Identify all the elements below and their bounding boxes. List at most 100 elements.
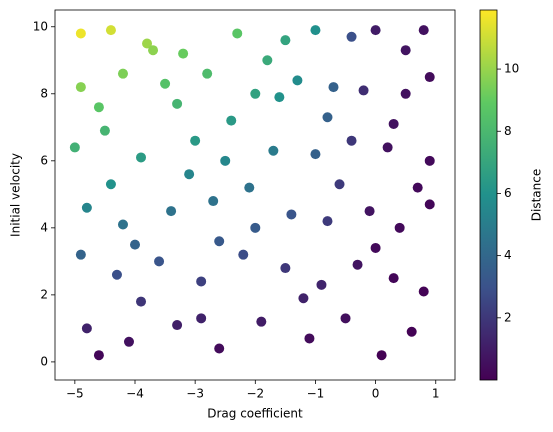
colorbar-tick-label: 6 [504, 186, 512, 200]
point [75, 249, 86, 260]
point [178, 48, 189, 59]
point [262, 55, 273, 66]
colorbar-tick-label: 10 [504, 62, 519, 76]
point [394, 222, 405, 233]
point [238, 249, 249, 260]
plot-frame [54, 9, 456, 381]
point [75, 82, 86, 93]
point [358, 85, 369, 96]
point [220, 155, 231, 166]
colorbar-tick-label: 8 [504, 124, 512, 138]
point [154, 256, 165, 267]
point [196, 313, 207, 324]
x-tick-label: −2 [246, 387, 264, 401]
point [166, 206, 177, 217]
point [316, 279, 327, 290]
point [328, 82, 339, 93]
point [322, 112, 333, 123]
point [172, 320, 183, 331]
point [418, 25, 429, 36]
point [346, 31, 357, 42]
point [136, 152, 147, 163]
point [304, 333, 315, 344]
point [334, 179, 345, 190]
point [268, 145, 279, 156]
point [292, 75, 303, 86]
point [160, 78, 171, 89]
point [280, 263, 291, 274]
point [424, 72, 435, 83]
y-tick-label: 6 [40, 153, 48, 167]
point [105, 25, 116, 36]
x-tick-label: 1 [432, 387, 440, 401]
point [232, 28, 243, 39]
point [352, 259, 363, 270]
point [130, 239, 140, 250]
point [424, 155, 435, 166]
x-axis-label: Drag coefficient [207, 407, 303, 421]
y-tick-label: 4 [40, 220, 48, 234]
point [244, 182, 255, 193]
point [81, 323, 92, 334]
point [376, 350, 387, 361]
colorbar-label: Distance [530, 169, 544, 221]
x-tick-label: −3 [186, 387, 204, 401]
point [117, 68, 128, 79]
point [280, 35, 291, 46]
point [69, 142, 80, 153]
y-tick-label: 8 [40, 86, 48, 100]
point [93, 350, 104, 361]
colorbar-tick-label: 2 [504, 310, 512, 324]
point [400, 88, 411, 99]
point [370, 242, 381, 253]
point [93, 102, 104, 113]
point [412, 182, 423, 193]
point [142, 38, 153, 49]
point [346, 135, 357, 146]
point [286, 209, 297, 220]
x-tick-label: −5 [66, 387, 84, 401]
point [388, 118, 399, 129]
point [214, 343, 225, 354]
point [99, 125, 110, 136]
point [117, 219, 128, 230]
point [172, 98, 183, 109]
x-tick-label: −1 [307, 387, 325, 401]
point [190, 135, 201, 146]
y-axis-label: Initial velocity [9, 153, 23, 237]
point [226, 115, 237, 126]
y-tick-label: 10 [33, 19, 48, 33]
point [75, 28, 86, 39]
point [400, 45, 411, 56]
point [322, 216, 333, 227]
point [388, 273, 399, 284]
point [274, 92, 285, 103]
point [214, 236, 225, 247]
point [382, 142, 393, 153]
x-tick-label: 0 [372, 387, 380, 401]
colorbar-tick-label: 4 [504, 248, 512, 262]
point [256, 316, 267, 327]
point [364, 206, 375, 217]
point [196, 276, 207, 287]
point [202, 68, 213, 79]
point [406, 326, 417, 337]
point [298, 293, 309, 304]
point [123, 336, 134, 347]
point [340, 313, 351, 324]
y-tick-label: 0 [40, 354, 48, 368]
colorbar [479, 9, 498, 381]
point [148, 45, 159, 56]
point [310, 149, 321, 160]
point [424, 199, 435, 210]
point [111, 269, 122, 280]
point [310, 25, 321, 36]
x-tick-label: −4 [126, 387, 144, 401]
y-tick-label: 2 [40, 287, 48, 301]
point [136, 296, 147, 307]
point [370, 25, 381, 36]
point [81, 202, 92, 213]
point [208, 196, 219, 207]
point [105, 179, 116, 190]
